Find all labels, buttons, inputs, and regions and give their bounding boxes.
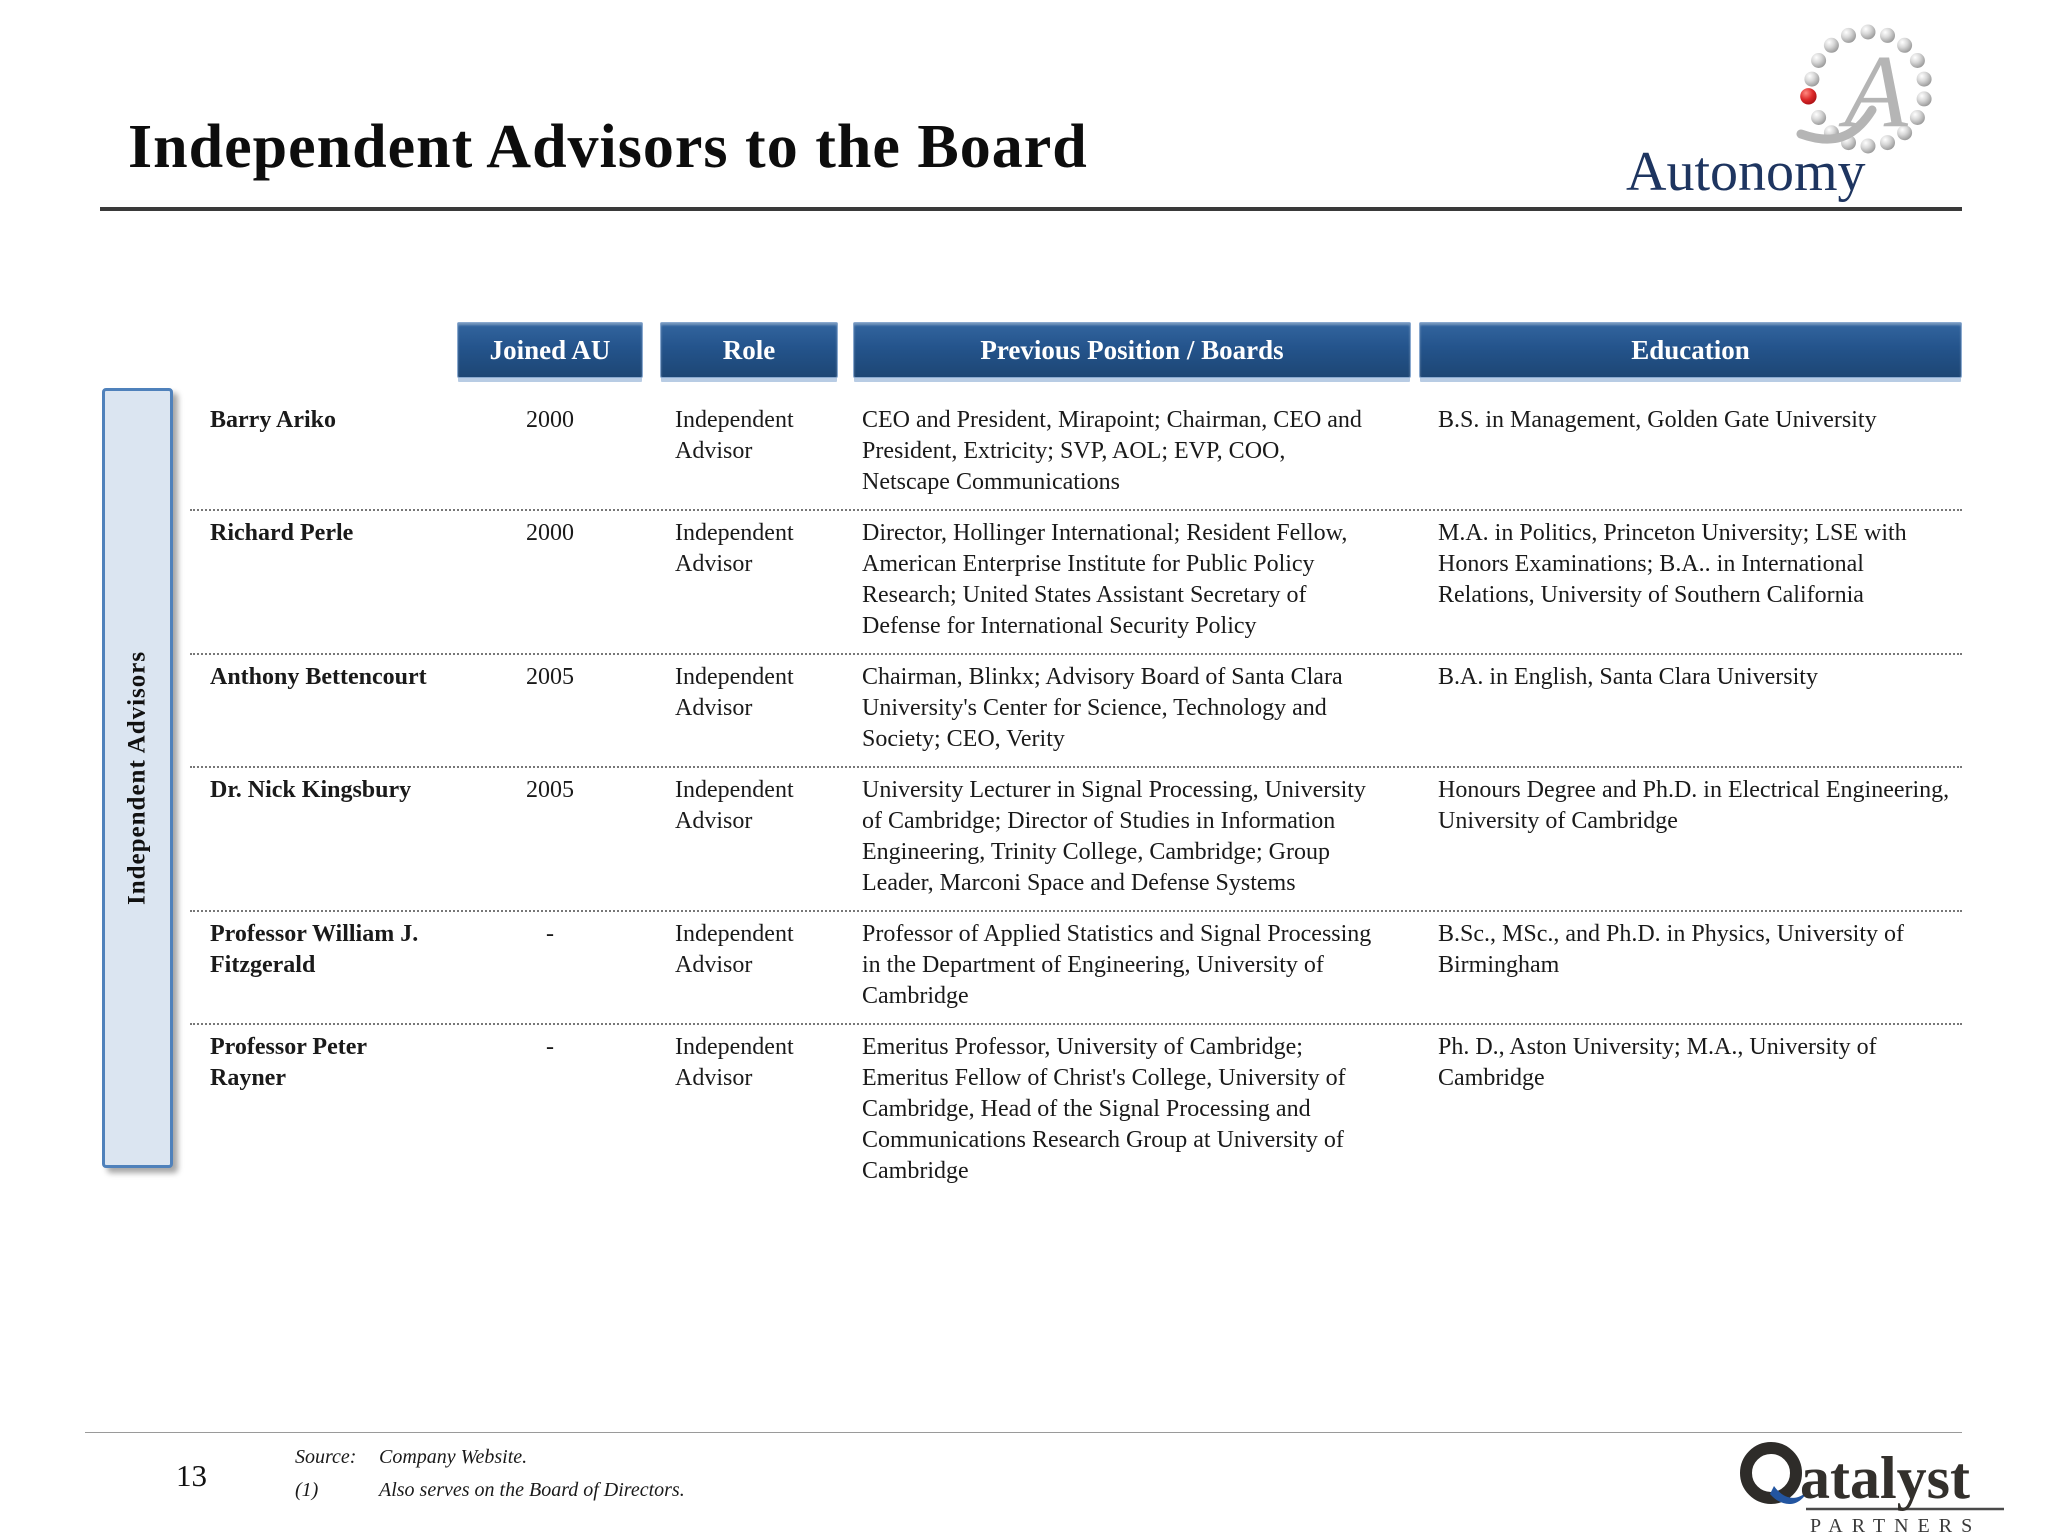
advisor-joined: 2000: [526, 520, 574, 546]
column-header-previous: Previous Position / Boards: [853, 322, 1411, 378]
advisor-name: Dr. Nick Kingsbury: [210, 777, 412, 803]
advisor-education: M.A. in Politics, Princeton University; …: [1438, 520, 1907, 608]
advisor-role: Independent Advisor: [675, 921, 794, 978]
page-title: Independent Advisors to the Board: [128, 113, 1088, 181]
qatalyst-sub-wordmark: PARTNERS: [1810, 1515, 1981, 1534]
advisor-name: Professor William J. Fitzgerald: [210, 921, 419, 978]
advisor-name: Richard Perle: [210, 520, 354, 546]
side-tab-independent-advisors: Independent Advisors: [102, 388, 173, 1168]
source-label: Source:: [295, 1446, 357, 1468]
advisor-name: Professor Peter Rayner: [210, 1034, 367, 1091]
table-row: Barry Ariko 2000 Independent Advisor CEO…: [190, 398, 1962, 511]
footer-divider: [85, 1432, 1962, 1433]
advisor-role: Independent Advisor: [675, 520, 794, 577]
advisor-education: B.S. in Management, Golden Gate Universi…: [1438, 407, 1877, 433]
advisor-previous: Emeritus Professor, University of Cambri…: [862, 1034, 1346, 1184]
advisor-education: B.Sc., MSc., and Ph.D. in Physics, Unive…: [1438, 921, 1905, 978]
advisor-name: Barry Ariko: [210, 407, 336, 433]
qatalyst-logo: atalyst PARTNERS: [1740, 1436, 2020, 1536]
qatalyst-q-tail-icon: [1770, 1486, 1808, 1505]
advisor-joined: -: [546, 921, 554, 947]
autonomy-ring-icon: A: [1796, 24, 1932, 154]
table-row: Professor William J. Fitzgerald - Indepe…: [190, 912, 1962, 1025]
autonomy-red-dot-icon: [1800, 88, 1817, 105]
column-header-education: Education: [1419, 322, 1962, 378]
footnote-marker: (1): [295, 1479, 319, 1501]
footnote-text: Also serves on the Board of Directors.: [379, 1479, 685, 1501]
qatalyst-logo-icon: atalyst PARTNERS: [1740, 1442, 2004, 1536]
autonomy-logo: A Autonomy: [1618, 12, 2028, 203]
page-number: 13: [176, 1458, 207, 1493]
advisor-role: Independent Advisor: [675, 407, 794, 464]
advisor-previous: Professor of Applied Statistics and Sign…: [862, 921, 1372, 1009]
advisor-previous: Chairman, Blinkx; Advisory Board of Sant…: [862, 664, 1343, 752]
source-text: Company Website.: [379, 1446, 528, 1468]
advisor-previous: CEO and President, Mirapoint; Chairman, …: [862, 407, 1362, 495]
advisor-joined: -: [546, 1034, 554, 1060]
column-header-joined: Joined AU: [457, 322, 643, 378]
column-header-role: Role: [660, 322, 838, 378]
advisor-joined: 2005: [526, 664, 574, 690]
advisor-role: Independent Advisor: [675, 777, 794, 834]
table-row: Professor Peter Rayner - Independent Adv…: [190, 1025, 1962, 1198]
advisor-role: Independent Advisor: [675, 664, 794, 721]
source-block: Source: Company Website. (1) Also serves…: [295, 1446, 685, 1502]
autonomy-monogram-icon: A: [1838, 34, 1908, 149]
advisor-education: B.A. in English, Santa Clara University: [1438, 664, 1818, 690]
side-tab-label: Independent Advisors: [123, 650, 151, 906]
advisor-education: Ph. D., Aston University; M.A., Universi…: [1438, 1034, 1877, 1091]
advisor-role: Independent Advisor: [675, 1034, 794, 1091]
table-row: Dr. Nick Kingsbury 2005 Independent Advi…: [190, 768, 1962, 912]
qatalyst-wordmark: atalyst: [1800, 1445, 1970, 1511]
advisor-joined: 2005: [526, 777, 574, 803]
title-divider: [100, 207, 1962, 211]
table-row: Anthony Bettencourt 2005 Independent Adv…: [190, 655, 1962, 768]
advisor-education: Honours Degree and Ph.D. in Electrical E…: [1438, 777, 1950, 834]
advisor-joined: 2000: [526, 407, 574, 433]
advisor-name: Anthony Bettencourt: [210, 664, 427, 690]
advisors-table: Barry Ariko 2000 Independent Advisor CEO…: [190, 398, 1962, 1198]
autonomy-wordmark: Autonomy: [1626, 141, 1866, 203]
advisor-previous: University Lecturer in Signal Processing…: [862, 777, 1366, 896]
table-row: Richard Perle 2000 Independent Advisor D…: [190, 511, 1962, 655]
advisor-previous: Director, Hollinger International; Resid…: [862, 520, 1348, 639]
